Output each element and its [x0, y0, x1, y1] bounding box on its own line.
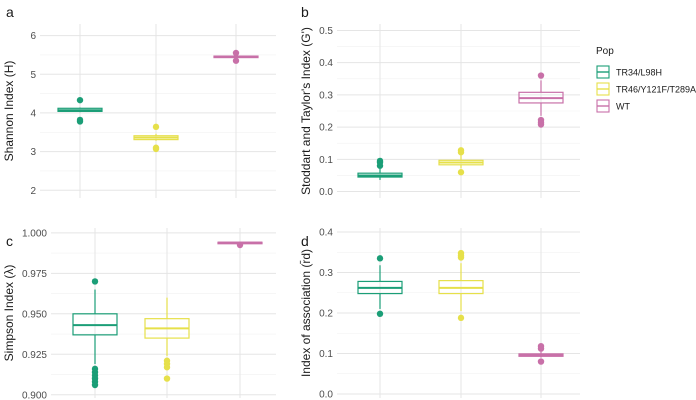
y-tick-label: 5: [30, 70, 36, 81]
outlier-point: [152, 123, 160, 131]
y-tick-label: 0.1: [319, 155, 333, 166]
box-1: [144, 297, 190, 382]
y-axis-title: Shannon Index (H): [2, 61, 16, 162]
y-tick-label: 0.4: [319, 58, 333, 69]
outlier-point: [376, 310, 384, 318]
outlier-point: [537, 72, 545, 79]
box-2: [213, 49, 259, 64]
legend-label: TR34/L98H: [616, 68, 662, 78]
y-tick-label: 0.975: [22, 269, 47, 280]
y-axis-title: Simpson Index (λ): [2, 265, 16, 362]
panel-b: 0.0 0.1 0.2 0.3 0.4 0.5 b Stoddart and Taylor's…: [299, 4, 580, 198]
y-axis-title: Stoddart and Taylor's Index (G'): [299, 27, 313, 195]
panel-label: c: [6, 233, 13, 249]
legend-entry-2: WT: [596, 99, 630, 113]
y-tick-label: 0.925: [22, 350, 47, 361]
outlier-point: [457, 314, 465, 322]
y-tick-label: 3: [30, 147, 36, 158]
box-0: [57, 96, 103, 125]
y-tick-label: 6: [30, 31, 36, 42]
legend-entry-1: TR46/Y121F/T289A: [596, 82, 696, 96]
panel-a: 2 3 4 5 6 a Shannon Index (H): [2, 4, 276, 198]
outlier-point: [152, 144, 160, 151]
y-tick-label: 0.0: [319, 187, 333, 198]
box-0: [357, 255, 403, 318]
outlier-point: [537, 358, 545, 365]
outlier-point: [91, 381, 99, 389]
outlier-point: [76, 96, 84, 104]
y-tick-label: 0.1: [319, 349, 333, 360]
y-tick-label: 0.0: [319, 389, 333, 400]
outlier-point: [457, 149, 465, 156]
outlier-point: [376, 162, 384, 169]
box-1: [133, 123, 179, 153]
y-tick-label: 0.2: [319, 123, 333, 134]
panel-c: 0.900 0.925 0.950 0.975 1.000 c Simpson Index …: [2, 228, 276, 400]
outlier-point: [232, 49, 240, 57]
outlier-point: [376, 255, 384, 262]
outlier-point: [76, 118, 84, 125]
outlier-point: [457, 169, 465, 176]
panel-label: b: [301, 4, 309, 20]
outlier-point: [232, 57, 240, 64]
legend-title: Pop: [596, 46, 614, 57]
y-tick-label: 0.3: [319, 90, 333, 101]
box-0: [72, 278, 118, 389]
box-2: [518, 72, 564, 128]
outlier-point: [457, 254, 465, 261]
y-tick-label: 0.4: [319, 228, 333, 239]
outlier-point: [537, 345, 545, 352]
legend-label: WT: [616, 102, 630, 112]
box-1: [438, 249, 484, 322]
outlier-point: [91, 278, 99, 285]
y-axis-title: Index of association (r̄d): [299, 249, 313, 377]
y-tick-label: 1.000: [22, 228, 47, 239]
y-tick-label: 0.2: [319, 309, 333, 320]
outlier-point: [537, 121, 545, 128]
box-1: [438, 147, 484, 176]
box-2: [518, 342, 564, 365]
y-tick-label: 2: [30, 186, 36, 197]
outlier-point: [163, 364, 171, 371]
y-tick-label: 0.5: [319, 26, 333, 37]
legend-label: TR46/Y121F/T289A: [616, 85, 696, 95]
outlier-point: [163, 375, 171, 382]
y-tick-label: 4: [30, 108, 36, 119]
panel-label: d: [301, 233, 309, 249]
y-tick-label: 0.900: [22, 390, 47, 400]
legend-entry-0: TR34/L98H: [596, 65, 662, 79]
y-tick-label: 0.950: [22, 309, 47, 320]
y-tick-label: 0.3: [319, 268, 333, 279]
outlier-point: [236, 241, 244, 249]
legend: Pop TR34/L98H TR46/Y121F/T289A WT: [596, 46, 696, 113]
box-2: [217, 241, 263, 249]
box-0: [357, 157, 403, 180]
panel-label: a: [6, 4, 14, 20]
